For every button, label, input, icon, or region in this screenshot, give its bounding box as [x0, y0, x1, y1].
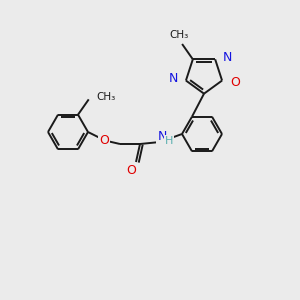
Text: N: N	[169, 72, 178, 85]
Text: O: O	[99, 134, 109, 148]
Text: O: O	[126, 164, 136, 178]
Text: CH₃: CH₃	[97, 92, 116, 102]
Text: N: N	[223, 51, 232, 64]
Text: H: H	[165, 136, 173, 146]
Text: O: O	[230, 76, 240, 89]
Text: N: N	[157, 130, 167, 143]
Text: CH₃: CH₃	[169, 30, 189, 40]
